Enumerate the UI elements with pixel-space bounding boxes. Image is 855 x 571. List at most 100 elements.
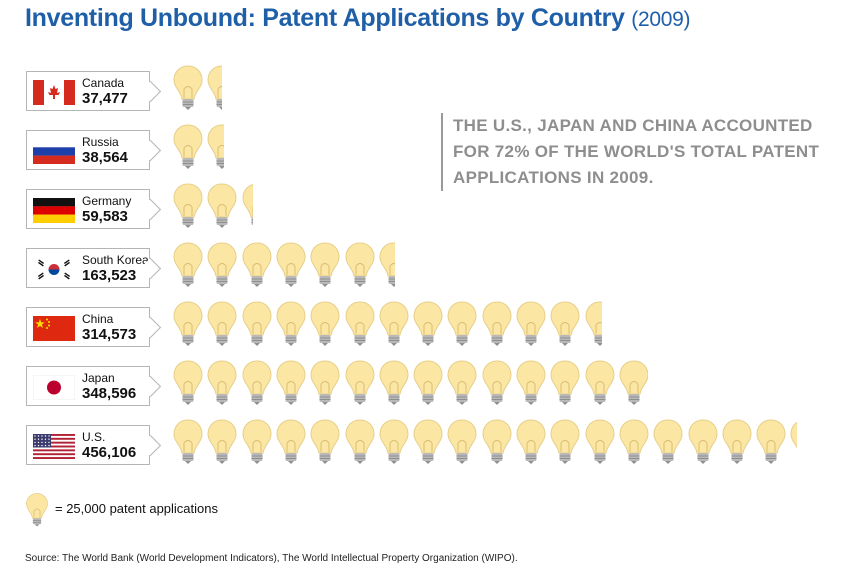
lightbulb-icon	[585, 419, 615, 464]
lightbulb-icon	[173, 360, 203, 405]
patent-count: 348,596	[82, 385, 137, 402]
china-flag	[33, 316, 75, 341]
lightbulb-icon	[413, 360, 443, 405]
country-name: U.S.	[82, 430, 106, 444]
lightbulb-icon	[550, 360, 580, 405]
country-label-box: Japan 348,596	[26, 366, 150, 406]
country-name: Germany	[82, 194, 132, 208]
chart-title: Inventing Unbound: Patent Applications b…	[25, 4, 691, 33]
country-name: Canada	[82, 76, 125, 90]
lightbulb-icon	[687, 419, 718, 464]
lightbulb-icon	[379, 242, 396, 287]
bulb-bar	[172, 359, 649, 407]
country-label-box: China 314,573	[26, 307, 150, 347]
lightbulb-icon	[207, 65, 223, 110]
lightbulb-icon	[790, 421, 798, 448]
lightbulb-icon	[242, 419, 272, 464]
legend-text: = 25,000 patent applications	[55, 501, 218, 516]
patent-count: 37,477	[82, 90, 128, 107]
bulb-bar	[172, 123, 224, 171]
lightbulb-icon	[379, 360, 409, 405]
lightbulb-icon	[482, 419, 512, 464]
bulb-bar	[172, 418, 798, 466]
canada-flag	[33, 80, 75, 105]
lightbulb-icon	[207, 301, 237, 346]
japan-flag	[33, 375, 75, 400]
lightbulb-icon	[344, 301, 375, 346]
country-label-box: U.S. 456,106	[26, 425, 150, 465]
lightbulb-icon	[276, 301, 306, 346]
usa-flag	[33, 434, 75, 459]
country-name: South Korea	[82, 253, 149, 267]
lightbulb-icon	[344, 242, 375, 287]
country-label-box: Germany 59,583	[26, 189, 150, 229]
lightbulb-icon	[173, 65, 203, 110]
country-name: Japan	[82, 371, 115, 385]
bulb-bar	[172, 300, 603, 348]
lightbulb-icon	[516, 301, 546, 346]
lightbulb-icon	[482, 301, 512, 346]
lightbulb-icon	[310, 360, 340, 405]
patent-count: 59,583	[82, 208, 128, 225]
lightbulb-icon	[550, 301, 580, 346]
lightbulb-icon	[585, 360, 615, 405]
country-label-box: Russia 38,564	[26, 130, 150, 170]
germany-flag	[33, 198, 75, 223]
patent-count: 456,106	[82, 444, 137, 461]
lightbulb-icon	[242, 183, 253, 225]
patent-count: 38,564	[82, 149, 128, 166]
lightbulb-icon	[173, 183, 203, 228]
lightbulb-icon	[379, 301, 409, 346]
country-name: Russia	[82, 135, 119, 149]
lightbulb-icon	[26, 493, 48, 527]
lightbulb-icon	[516, 419, 546, 464]
lightbulb-icon	[276, 242, 306, 287]
lightbulb-icon	[207, 124, 224, 169]
bulb-bar	[172, 241, 396, 289]
lightbulb-icon	[173, 242, 203, 287]
lightbulb-icon	[242, 242, 272, 287]
lightbulb-icon	[722, 419, 752, 464]
russia-flag	[33, 139, 75, 164]
lightbulb-icon	[207, 419, 237, 464]
lightbulb-icon	[344, 419, 375, 464]
lightbulb-icon	[173, 419, 203, 464]
source-note: Source: The World Bank (World Developmen…	[25, 553, 518, 564]
lightbulb-icon	[619, 419, 649, 464]
lightbulb-icon	[207, 242, 237, 287]
lightbulb-icon	[756, 419, 786, 464]
lightbulb-icon	[276, 419, 306, 464]
patent-count: 314,573	[82, 326, 137, 343]
lightbulb-icon	[276, 360, 306, 405]
lightbulb-icon	[207, 360, 237, 405]
lightbulb-icon	[447, 419, 477, 464]
lightbulb-icon	[413, 301, 443, 346]
bulb-bar	[172, 64, 223, 112]
lightbulb-icon	[619, 360, 649, 405]
lightbulb-icon	[482, 360, 512, 405]
lightbulb-icon	[516, 360, 546, 405]
lightbulb-icon	[173, 301, 203, 346]
lightbulb-icon	[242, 360, 272, 405]
lightbulb-icon	[379, 419, 409, 464]
lightbulb-icon	[585, 301, 603, 346]
lightbulb-icon	[207, 183, 237, 228]
callout-text: The U.S., Japan and China accounted for …	[441, 113, 833, 191]
lightbulb-icon	[310, 301, 340, 346]
lightbulb-icon	[550, 419, 580, 464]
lightbulb-icon	[310, 419, 340, 464]
lightbulb-icon	[447, 360, 477, 405]
country-name: China	[82, 312, 114, 326]
lightbulb-icon	[242, 301, 272, 346]
lightbulb-icon	[310, 242, 340, 287]
lightbulb-icon	[447, 301, 477, 346]
lightbulb-icon	[173, 124, 203, 169]
lightbulb-icon	[413, 419, 443, 464]
title-year: (2009)	[631, 8, 691, 31]
south-korea-flag	[33, 257, 75, 282]
lightbulb-icon	[653, 419, 683, 464]
country-label-box: Canada 37,477	[26, 71, 150, 111]
country-label-box: South Korea 163,523	[26, 248, 150, 288]
lightbulb-icon	[344, 360, 375, 405]
patent-count: 163,523	[82, 267, 137, 284]
